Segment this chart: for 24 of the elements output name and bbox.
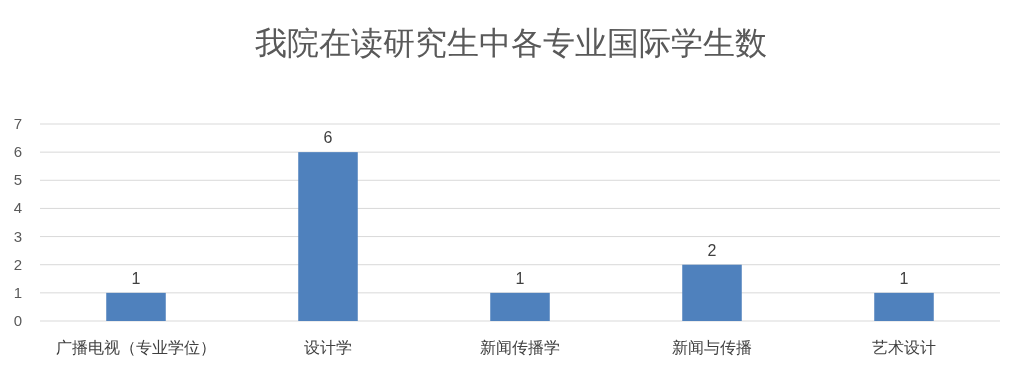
data-label: 1 <box>131 269 141 287</box>
chart-title: 我院在读研究生中各专业国际学生数 <box>255 25 767 61</box>
bar <box>682 264 742 321</box>
y-tick-label: 6 <box>13 143 22 161</box>
y-tick-label: 1 <box>13 283 22 301</box>
data-label: 6 <box>323 129 333 147</box>
bar <box>298 152 358 321</box>
bar <box>106 292 166 321</box>
x-tick-label: 新闻传播学 <box>480 339 560 356</box>
data-label: 1 <box>899 269 909 287</box>
x-tick-label: 广播电视（专业学位） <box>56 339 216 356</box>
y-tick-label: 2 <box>13 255 22 273</box>
x-tick-label: 艺术设计 <box>872 339 936 356</box>
y-tick-label: 0 <box>13 312 22 329</box>
y-tick-label: 4 <box>13 199 22 217</box>
x-tick-label: 新闻与传播 <box>672 339 752 356</box>
bar <box>490 292 550 321</box>
data-label: 1 <box>515 269 525 287</box>
y-tick-label: 3 <box>13 227 22 245</box>
bar <box>874 292 934 321</box>
data-label: 2 <box>707 241 717 259</box>
y-tick-label: 7 <box>13 115 22 132</box>
y-tick-label: 5 <box>13 171 22 189</box>
x-tick-label: 设计学 <box>304 339 352 356</box>
